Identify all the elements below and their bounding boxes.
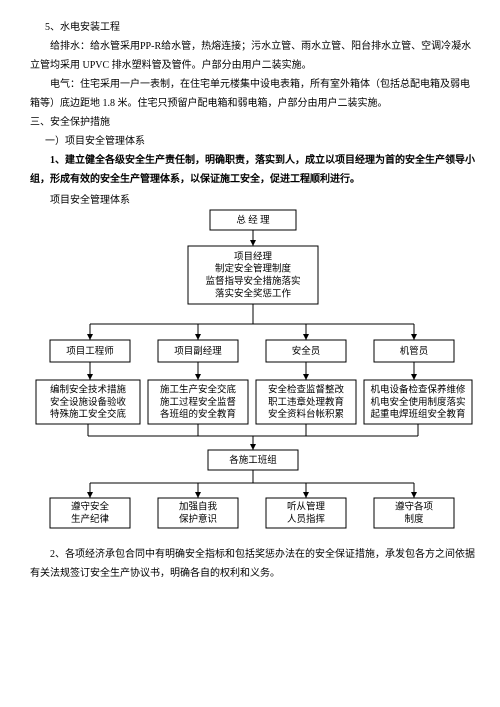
- svg-text:落实安全奖惩工作: 落实安全奖惩工作: [215, 287, 292, 299]
- svg-text:职工违章处理教育: 职工违章处理教育: [268, 396, 344, 408]
- svg-text:起重电焊班组安全教育: 起重电焊班组安全教育: [370, 408, 465, 420]
- svg-text:施工生产安全交底: 施工生产安全交底: [160, 384, 237, 396]
- para-elec: 电气：住宅采用一户一表制，在住宅单元楼集中设电表箱，所有室外箱体（包括总配电箱及…: [30, 75, 476, 113]
- heading-5: 5、水电安装工程: [30, 18, 476, 37]
- para-1: 1、建立健全各级安全生产责任制，明确职责，落实到人，成立以项目经理为首的安全生产…: [30, 151, 476, 189]
- sub-1: 一）项目安全管理体系: [30, 132, 476, 151]
- svg-text:安全员: 安全员: [292, 345, 321, 357]
- svg-text:各班组的安全教育: 各班组的安全教育: [160, 408, 236, 420]
- svg-text:安全设施设备验收: 安全设施设备验收: [50, 396, 127, 408]
- svg-text:制定安全管理制度: 制定安全管理制度: [215, 263, 292, 275]
- svg-text:项目副经理: 项目副经理: [174, 345, 222, 357]
- svg-text:项目经理: 项目经理: [234, 250, 273, 262]
- svg-text:特殊施工安全交底: 特殊施工安全交底: [50, 408, 127, 420]
- svg-text:监督指导安全措施落实: 监督指导安全措施落实: [205, 275, 300, 287]
- svg-text:总 经 理: 总 经 理: [236, 214, 270, 226]
- svg-text:听从管理: 听从管理: [287, 501, 326, 513]
- svg-text:项目工程师: 项目工程师: [66, 345, 114, 357]
- heading-3: 三、安全保护措施: [30, 113, 476, 132]
- svg-text:各施工班组: 各施工班组: [229, 454, 277, 466]
- safety-mgmt-flowchart: 总 经 理项目经理制定安全管理制度监督指导安全措施落实落实安全奖惩工作项目工程师…: [30, 208, 476, 538]
- svg-text:遵守各项: 遵守各项: [395, 501, 434, 513]
- para-2: 2、各项经济承包合同中有明确安全指标和包括奖惩办法在的安全保证措施，承发包各方之…: [30, 545, 476, 583]
- svg-text:编制安全技术措施: 编制安全技术措施: [50, 384, 127, 396]
- svg-text:遵守安全: 遵守安全: [71, 501, 110, 513]
- svg-text:机管员: 机管员: [400, 345, 429, 357]
- svg-text:安全检查监督整改: 安全检查监督整改: [268, 384, 345, 396]
- svg-text:施工过程安全监督: 施工过程安全监督: [160, 396, 236, 408]
- svg-text:人员指挥: 人员指挥: [287, 513, 326, 525]
- svg-text:保护意识: 保护意识: [179, 513, 217, 525]
- para-water: 给排水：给水管采用PP-R给水管，热熔连接；污水立管、雨水立管、阳台排水立管、空…: [30, 37, 476, 75]
- flowchart-container: 总 经 理项目经理制定安全管理制度监督指导安全措施落实落实安全奖惩工作项目工程师…: [30, 208, 476, 545]
- svg-text:加强自我: 加强自我: [179, 501, 218, 513]
- svg-text:安全资料台帐积累: 安全资料台帐积累: [268, 408, 344, 420]
- svg-text:生产纪律: 生产纪律: [71, 513, 110, 525]
- svg-text:制度: 制度: [404, 513, 424, 525]
- svg-text:机电安全使用制度落实: 机电安全使用制度落实: [370, 396, 465, 408]
- svg-text:机电设备检查保养维修: 机电设备检查保养维修: [370, 384, 466, 396]
